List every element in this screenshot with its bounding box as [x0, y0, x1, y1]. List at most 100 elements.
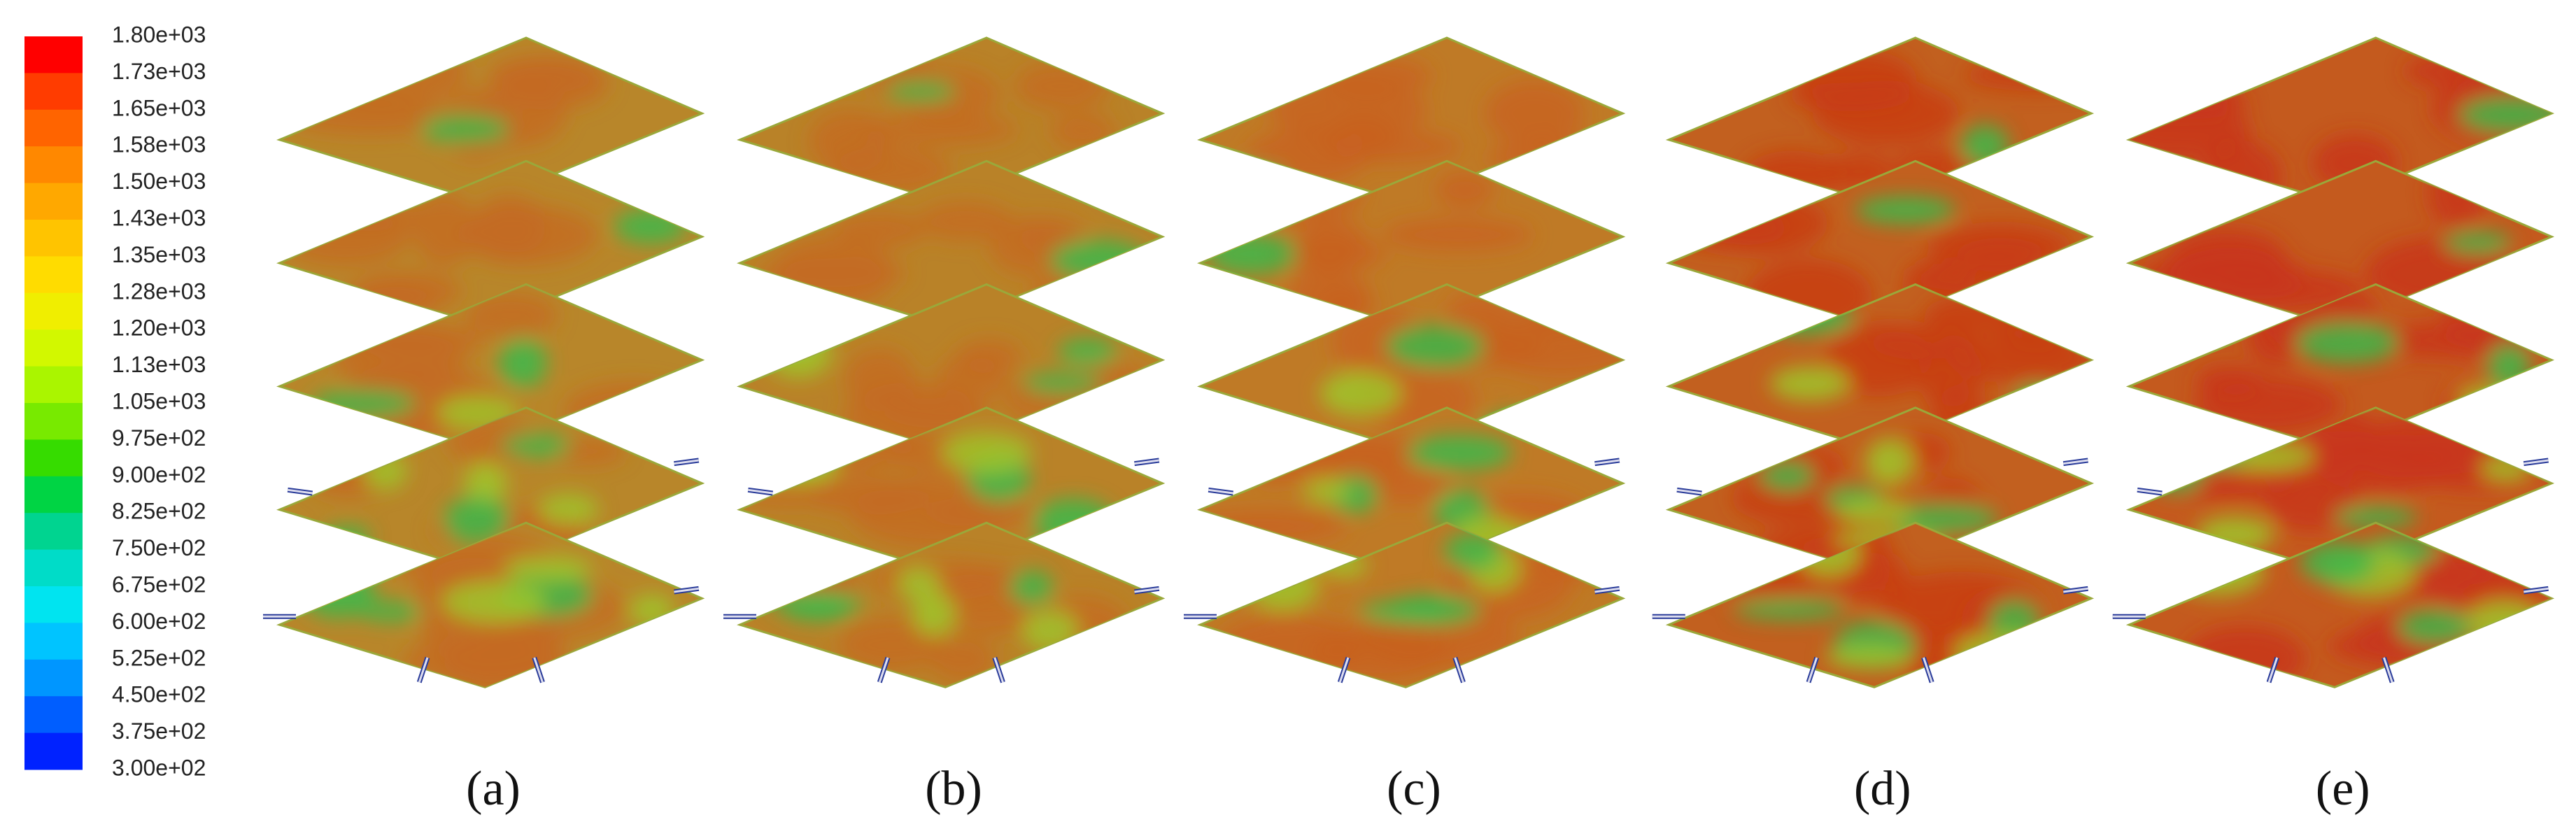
inlet-tube-core — [1676, 488, 1702, 495]
inlet-tube-core — [748, 488, 773, 495]
inlet-tube-core — [533, 657, 544, 683]
contour-blob — [1058, 338, 1118, 366]
contour-blob — [279, 206, 411, 267]
colorbar-label: 3.00e+02 — [112, 755, 206, 780]
inlet-tube-core — [1454, 657, 1464, 683]
contour-blob — [2443, 231, 2512, 254]
contour-blob — [2428, 161, 2488, 230]
contour-blob — [2003, 318, 2074, 348]
inlet-tube-core — [418, 657, 429, 683]
contour-blob — [1824, 322, 1934, 397]
contour-blob — [1329, 113, 1396, 164]
contour-blob — [1948, 334, 2092, 383]
contour-blob — [1254, 429, 1342, 481]
inlet-tube-core — [2383, 657, 2393, 683]
contour-blob — [2214, 442, 2315, 471]
contour-blob — [1200, 164, 1286, 192]
contour-blob — [358, 601, 422, 622]
colorbar-label: 9.00e+02 — [112, 462, 206, 487]
contour-blob — [456, 205, 598, 266]
contour-blob — [2300, 541, 2375, 585]
colorbar-label: 1.43e+03 — [112, 205, 206, 230]
colorbar-swatch — [24, 292, 83, 330]
contour-blob — [503, 555, 593, 581]
contour-blob — [1759, 461, 1815, 491]
contour-blob — [1769, 366, 1850, 402]
contour-blob — [834, 211, 926, 248]
inlet-tube-core — [2137, 488, 2163, 495]
contour-blob — [1317, 56, 1432, 97]
contour-blob — [2334, 506, 2418, 528]
colorbar-label: 1.28e+03 — [112, 278, 206, 304]
contour-blob — [1527, 397, 1609, 434]
contour-blob — [2481, 456, 2531, 481]
contour-blob — [411, 192, 477, 267]
contour-blob — [1734, 599, 1846, 620]
contour-blob — [420, 115, 510, 143]
panel-label: (e) — [2316, 762, 2370, 816]
panel — [1184, 36, 1626, 688]
contour-blob — [930, 637, 996, 682]
contour-blob — [2129, 90, 2249, 120]
contour-blob — [1246, 562, 1319, 611]
contour-blob — [2179, 446, 2244, 469]
colorbar-swatch — [24, 732, 83, 770]
contour-blob — [441, 581, 546, 623]
panel — [263, 36, 705, 688]
inlet-tube-core — [2524, 459, 2549, 465]
colorbar-label: 4.50e+02 — [112, 682, 206, 707]
colorbar-label: 9.75e+02 — [112, 425, 206, 451]
contour-blob — [918, 201, 1013, 241]
contour-blob — [2151, 457, 2203, 493]
contour-blob — [1835, 498, 1914, 524]
contour-blob — [501, 434, 572, 458]
contour-blob — [942, 431, 1032, 473]
contour-blob — [2199, 140, 2282, 203]
colorbar-label: 1.80e+03 — [112, 22, 206, 47]
colorbar-swatch — [24, 146, 83, 184]
contour-blob — [861, 113, 1018, 146]
contour-blob — [311, 390, 416, 418]
colorbar-swatch — [24, 403, 83, 440]
contour-blob — [762, 447, 840, 483]
colorbar-swatch — [24, 623, 83, 660]
panel — [2112, 36, 2555, 688]
contour-blob — [1200, 509, 1347, 544]
contour-blob — [1205, 233, 1298, 275]
colorbar-swatch — [24, 183, 83, 220]
contour-blob — [897, 567, 940, 600]
colorbar-swatch — [24, 109, 83, 147]
colorbar-label: 6.75e+02 — [112, 572, 206, 597]
colorbar-swatch — [24, 256, 83, 294]
colorbar-swatch — [24, 36, 83, 73]
contour-blob — [351, 425, 417, 455]
colorbar-label: 5.25e+02 — [112, 645, 206, 670]
contour-blob — [1406, 434, 1513, 471]
colorbar-label: 7.50e+02 — [112, 535, 206, 560]
contour-blob — [886, 81, 956, 102]
contour-blob — [1528, 649, 1614, 680]
colorbar-label: 1.05e+03 — [112, 388, 206, 413]
colorbar-swatch — [24, 549, 83, 587]
colorbar-label: 3.75e+02 — [112, 718, 206, 744]
contour-blob — [362, 451, 407, 490]
contour-blob — [464, 462, 507, 505]
contour-blob — [838, 618, 946, 672]
contour-blob — [956, 339, 1023, 374]
contour-blob — [2195, 377, 2342, 433]
contour-blob — [2458, 385, 2510, 413]
colorbar-label: 1.58e+03 — [112, 132, 206, 157]
panel-label: (c) — [1387, 762, 1441, 816]
contour-blob — [2295, 322, 2399, 364]
contour-blob — [1385, 325, 1485, 368]
contour-blob — [2396, 609, 2474, 645]
contour-blob — [333, 325, 466, 390]
contour-blob — [2168, 228, 2285, 284]
contour-blob — [2165, 548, 2242, 579]
contour — [2151, 407, 2552, 552]
contour-blobs — [2151, 407, 2552, 552]
contour-blob — [1050, 113, 1117, 150]
colorbar-swatch — [24, 330, 83, 367]
inlet-tube-core — [674, 587, 699, 593]
